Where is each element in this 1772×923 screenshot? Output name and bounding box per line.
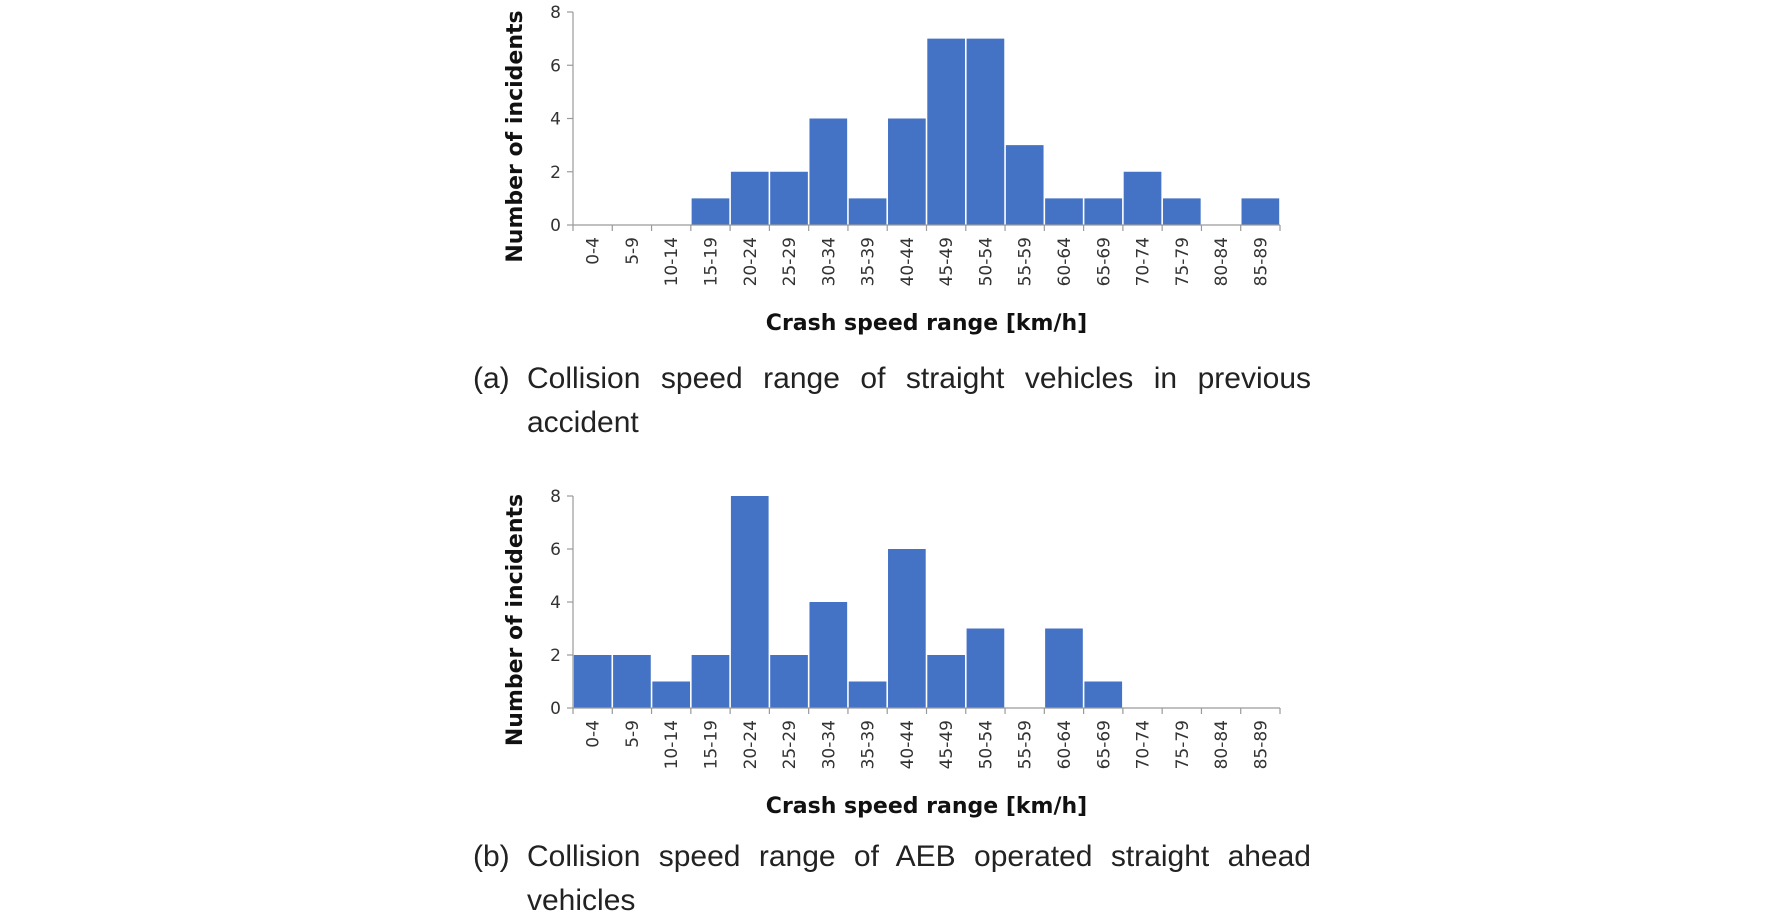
x-tick-label-b-25-29: 25-29 xyxy=(780,720,800,769)
x-tick-label-a-85-89: 85-89 xyxy=(1251,237,1271,286)
x-tick-label-a-80-84: 80-84 xyxy=(1212,237,1232,286)
bar-b-50-54 xyxy=(966,628,1005,708)
bar-a-25-29 xyxy=(770,171,808,225)
y-tick-label-a-0: 0 xyxy=(550,216,561,236)
x-tick-label-b-15-19: 15-19 xyxy=(701,720,721,769)
x-tick-label-a-40-44: 40-44 xyxy=(898,237,918,286)
x-tick-label-b-55-59: 55-59 xyxy=(1016,720,1036,769)
bar-b-20-24 xyxy=(730,496,769,708)
x-tick-label-a-65-69: 65-69 xyxy=(1094,237,1114,286)
x-tick-label-a-10-14: 10-14 xyxy=(662,237,682,286)
x-tick-label-a-0-4: 0-4 xyxy=(584,237,604,265)
bar-b-25-29 xyxy=(770,655,808,708)
bar-b-45-49 xyxy=(927,655,965,708)
y-tick-label-b-2: 2 xyxy=(550,646,561,666)
bar-b-0-4 xyxy=(573,655,612,708)
x-tick-label-b-80-84: 80-84 xyxy=(1212,720,1232,769)
bar-a-35-39 xyxy=(848,198,887,226)
bar-b-40-44 xyxy=(888,549,926,708)
caption-text-b: Collision speed range of AEB operated st… xyxy=(527,840,1311,917)
x-tick-label-b-50-54: 50-54 xyxy=(976,720,996,769)
bar-a-65-69 xyxy=(1084,198,1123,226)
x-tick-label-a-75-79: 75-79 xyxy=(1173,237,1193,286)
x-tick-label-b-75-79: 75-79 xyxy=(1173,720,1193,769)
x-tick-label-b-20-24: 20-24 xyxy=(741,720,761,769)
x-tick-label-b-65-69: 65-69 xyxy=(1094,720,1114,769)
bar-a-45-49 xyxy=(927,38,965,226)
bar-a-70-74 xyxy=(1123,171,1162,225)
y-tick-label-a-4: 4 xyxy=(550,110,561,130)
x-tick-label-a-25-29: 25-29 xyxy=(780,237,800,286)
x-tick-label-b-45-49: 45-49 xyxy=(937,720,957,769)
bar-b-15-19 xyxy=(691,655,730,708)
x-tick-label-b-5-9: 5-9 xyxy=(623,720,643,748)
x-tick-label-a-35-39: 35-39 xyxy=(859,237,879,286)
bar-a-55-59 xyxy=(1005,145,1044,226)
bar-b-35-39 xyxy=(848,681,887,708)
y-tick-label-a-8: 8 xyxy=(550,3,561,23)
caption-label-a: (a) xyxy=(473,362,510,395)
histogram-chart-a: 0 2 4 6 8 0-4 5-9 10-14 15-19 20-24 25-29 30-34 35-3… xyxy=(503,3,1281,336)
x-tick-label-b-60-64: 60-64 xyxy=(1055,720,1075,769)
x-tick-label-b-70-74: 70-74 xyxy=(1134,720,1154,769)
x-tick-label-b-0-4: 0-4 xyxy=(584,720,604,748)
bar-b-65-69 xyxy=(1084,681,1123,708)
bar-b-10-14 xyxy=(652,681,691,708)
bar-b-30-34 xyxy=(809,602,848,708)
x-tick-label-b-10-14: 10-14 xyxy=(662,720,682,769)
bar-a-60-64 xyxy=(1045,198,1083,226)
x-tick-label-b-30-34: 30-34 xyxy=(819,720,839,769)
x-axis-title-a: Crash speed range [km/h] xyxy=(766,311,1087,336)
bar-a-85-89 xyxy=(1241,198,1280,226)
y-tick-label-b-8: 8 xyxy=(550,487,561,507)
y-tick-label-a-6: 6 xyxy=(550,56,561,76)
x-tick-label-b-40-44: 40-44 xyxy=(898,720,918,769)
x-tick-label-b-85-89: 85-89 xyxy=(1251,720,1271,769)
bar-b-5-9 xyxy=(613,655,651,708)
x-tick-label-a-55-59: 55-59 xyxy=(1016,237,1036,286)
y-tick-label-b-0: 0 xyxy=(550,699,561,719)
x-tick-label-a-5-9: 5-9 xyxy=(623,237,643,265)
x-tick-label-b-35-39: 35-39 xyxy=(859,720,879,769)
bar-a-50-54 xyxy=(966,38,1005,226)
caption-text-a: Collision speed range of straight vehicl… xyxy=(527,362,1311,439)
x-tick-label-a-50-54: 50-54 xyxy=(976,237,996,286)
chart-panel-a: 0 2 4 6 8 0-4 5-9 10-14 15-19 20-24 25-29 30-34 35-3… xyxy=(0,0,1772,460)
y-tick-label-b-6: 6 xyxy=(550,540,561,560)
x-axis-title-b: Crash speed range [km/h] xyxy=(766,794,1087,819)
y-tick-label-b-4: 4 xyxy=(550,593,561,613)
bar-a-30-34 xyxy=(809,118,848,225)
y-tick-label-a-2: 2 xyxy=(550,163,561,183)
y-axis-title-b: Number of incidents xyxy=(503,494,528,746)
bar-a-40-44 xyxy=(888,118,926,225)
histogram-chart-b: 0 2 4 6 8 0-4 5-9 10-14 15-19 20-24 25-29 30-34 35-3… xyxy=(503,487,1281,819)
x-tick-label-a-45-49: 45-49 xyxy=(937,237,957,286)
y-axis-title-a: Number of incidents xyxy=(503,10,528,262)
bar-b-60-64 xyxy=(1045,628,1083,708)
bar-a-75-79 xyxy=(1162,198,1201,226)
x-tick-label-a-60-64: 60-64 xyxy=(1055,237,1075,286)
bar-a-15-19 xyxy=(691,198,730,226)
bar-a-20-24 xyxy=(730,171,769,225)
caption-label-b: (b) xyxy=(473,840,510,873)
x-tick-label-a-30-34: 30-34 xyxy=(819,237,839,286)
x-tick-label-a-70-74: 70-74 xyxy=(1134,237,1154,286)
x-tick-label-a-15-19: 15-19 xyxy=(701,237,721,286)
chart-panel-b: 0 2 4 6 8 0-4 5-9 10-14 15-19 20-24 25-29 30-34 35-3… xyxy=(0,480,1772,917)
x-tick-label-a-20-24: 20-24 xyxy=(741,237,761,286)
